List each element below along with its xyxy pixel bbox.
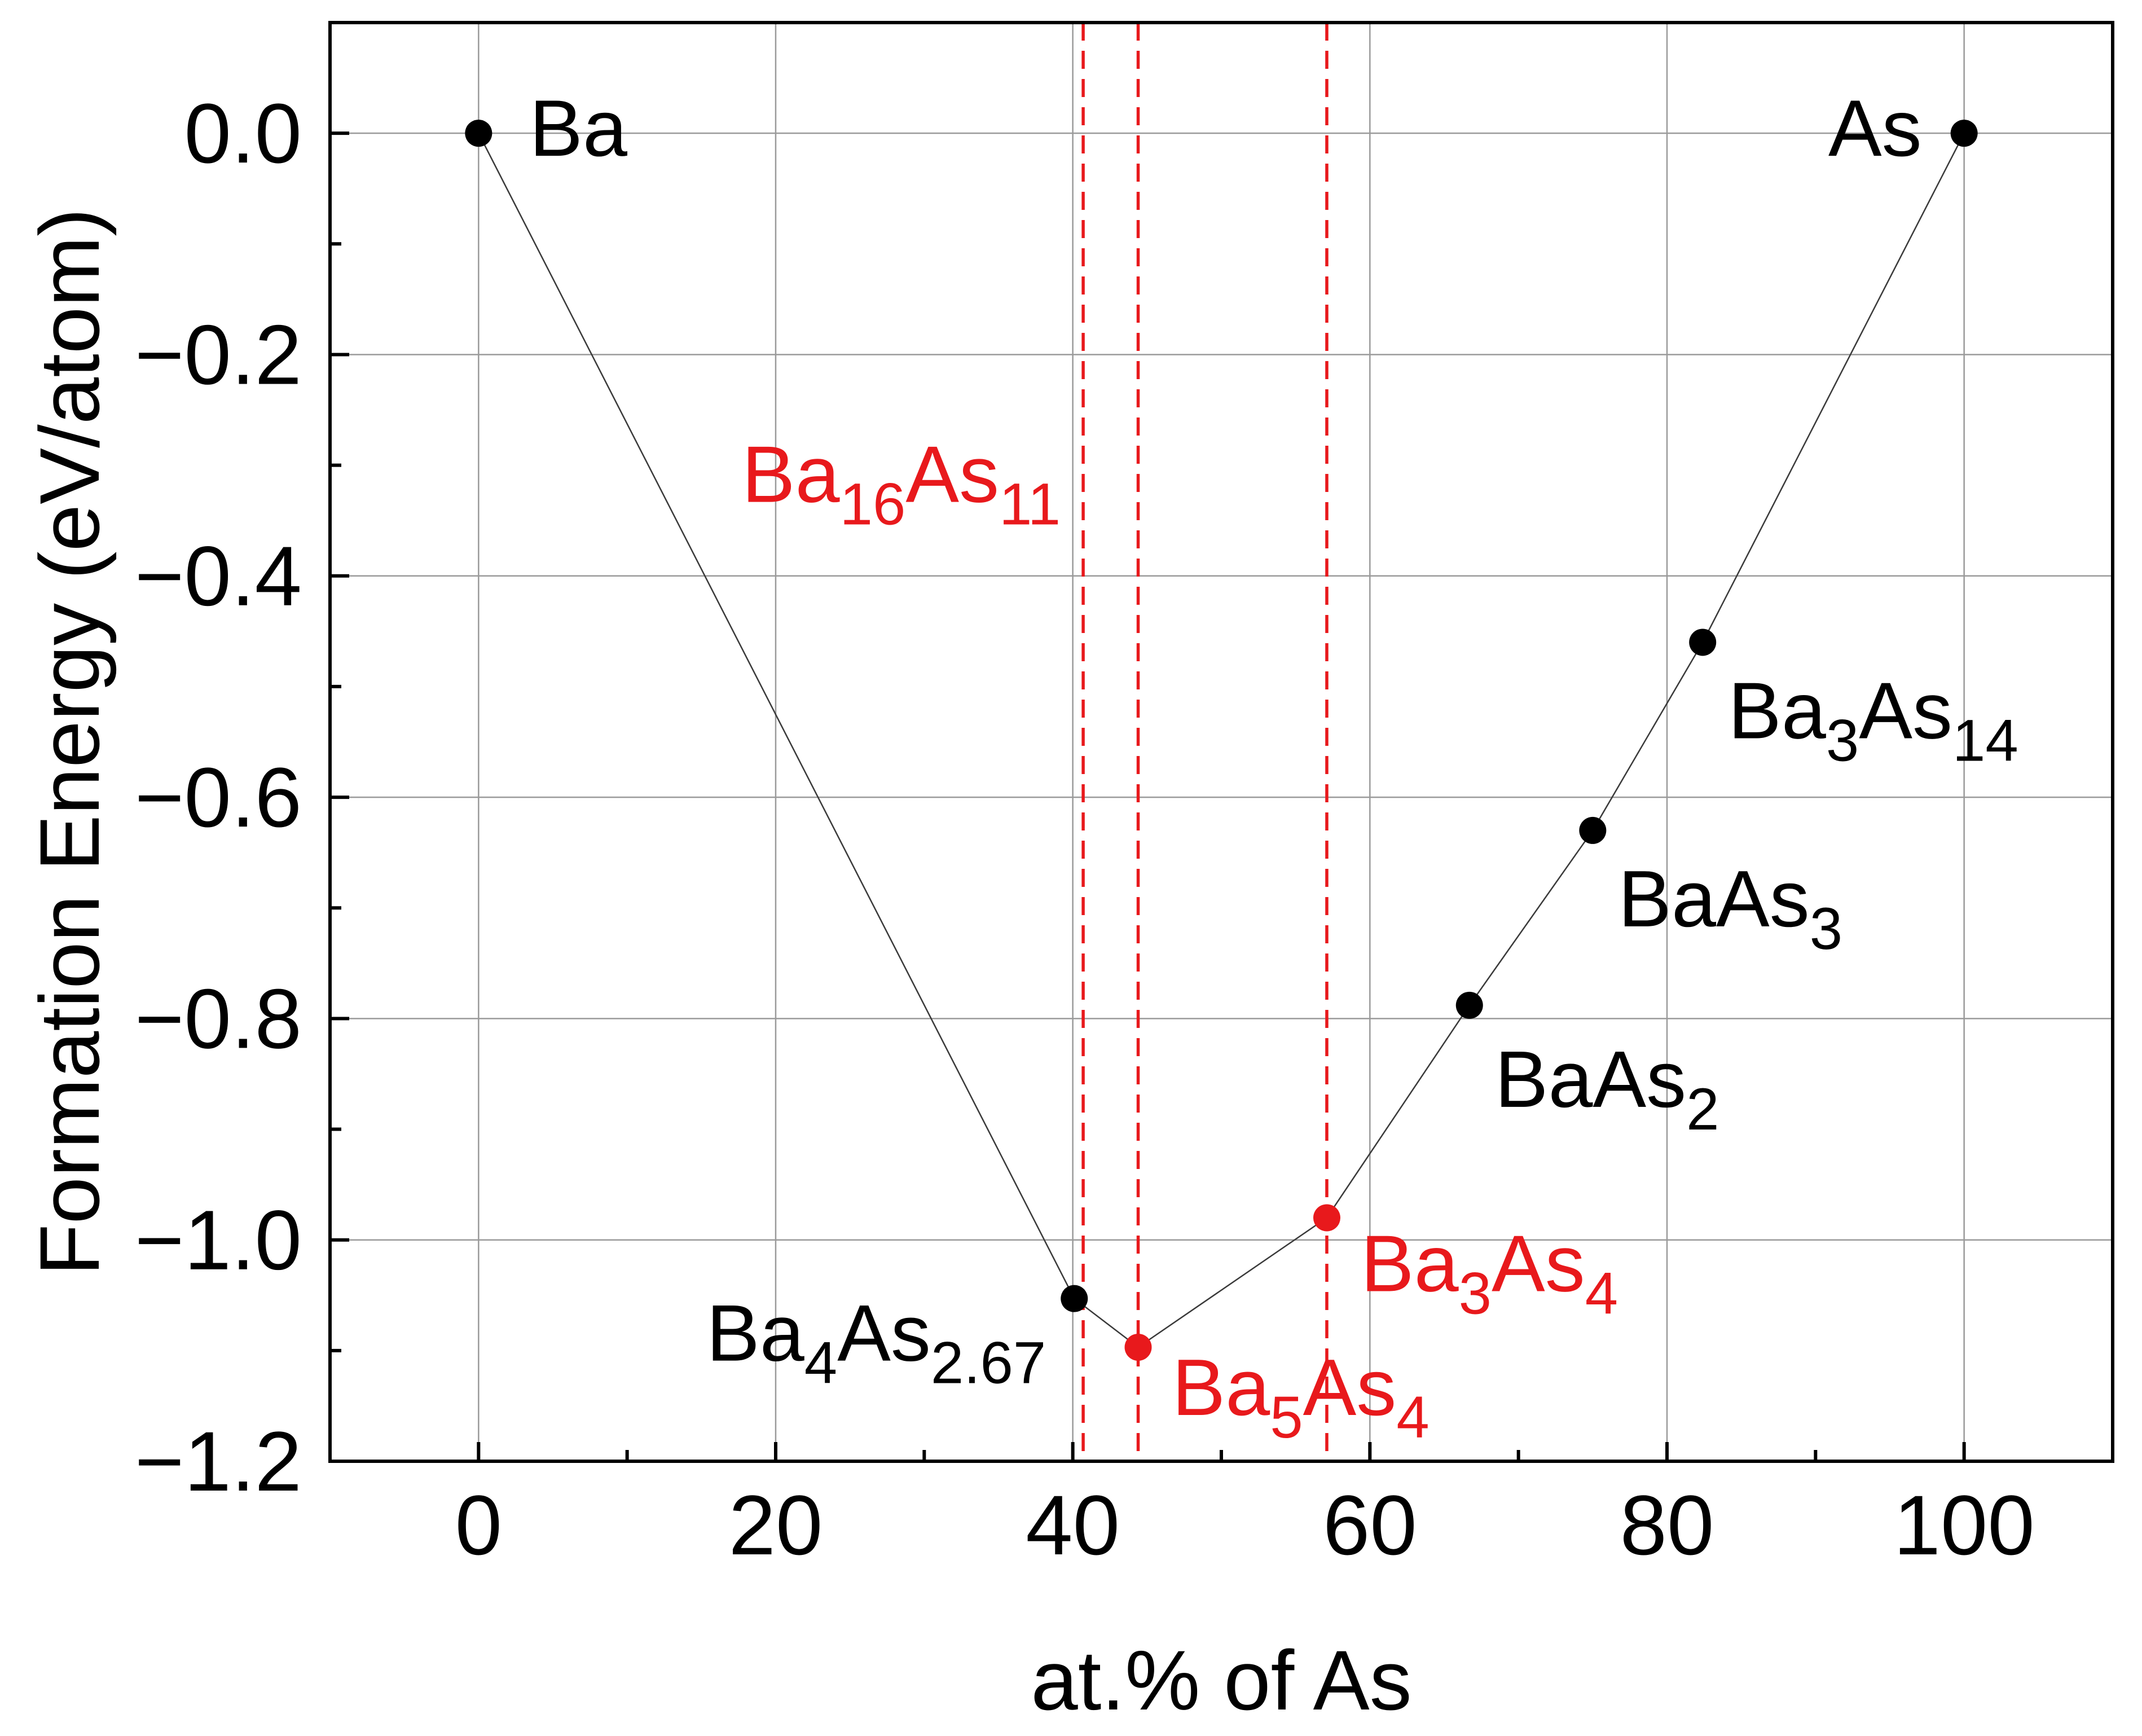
- x-tick-label: 0: [455, 1478, 502, 1572]
- formula-subscript: 16: [840, 472, 906, 538]
- point-label: Ba4As2.67: [706, 1289, 1046, 1396]
- formula-text: As: [1303, 1343, 1397, 1432]
- data-point: [1455, 991, 1483, 1019]
- data-point: [1689, 629, 1717, 656]
- y-tick-label: −1.0: [135, 1193, 302, 1287]
- y-tick-label: −1.2: [135, 1414, 302, 1509]
- point-label: Ba: [529, 83, 627, 173]
- point-label: Ba3As14: [1728, 666, 2018, 773]
- point-label: BaAs2: [1495, 1035, 1719, 1142]
- point-label: Ba5As4: [1172, 1343, 1430, 1451]
- formula-text: BaAs: [1618, 854, 1809, 944]
- data-point: [1124, 1333, 1152, 1361]
- y-tick-label: −0.6: [135, 750, 302, 845]
- x-tick-label: 60: [1323, 1478, 1417, 1572]
- formula-subscript: 5: [1270, 1385, 1303, 1451]
- formula-subscript: 3: [1459, 1260, 1492, 1326]
- y-tick-label: −0.2: [135, 307, 302, 402]
- x-tick-label: 100: [1894, 1478, 2035, 1572]
- formula-text: Ba: [529, 83, 627, 173]
- formula-text: As: [905, 430, 999, 520]
- data-point: [1061, 1285, 1088, 1312]
- y-axis-label: Formation Energy (eV/atom): [22, 208, 117, 1276]
- data-point: [1950, 120, 1978, 147]
- formula-text: Ba: [1728, 666, 1826, 755]
- formula-text: As: [1492, 1219, 1585, 1308]
- formula-text: BaAs: [1495, 1035, 1686, 1124]
- data-point: [465, 120, 492, 147]
- y-tick-label: 0.0: [184, 86, 302, 181]
- axis-ticks: [328, 21, 2114, 1463]
- x-tick-label: 20: [729, 1478, 823, 1572]
- y-tick-label: −0.4: [135, 529, 302, 623]
- formula-subscript: 11: [999, 472, 1061, 538]
- formula-text: Ba: [742, 430, 840, 520]
- x-axis-label: at.% of As: [1031, 1633, 1411, 1728]
- point-label: As: [1828, 83, 1922, 173]
- data-point: [1579, 816, 1607, 844]
- formula-subscript: 4: [804, 1330, 837, 1396]
- formula-subscript: 4: [1396, 1385, 1429, 1451]
- data-points: [465, 120, 1978, 1361]
- tick-labels: 0 20 40 60 80 100 0.0 −0.2 −0.4 −0.6 −0.8 −1.0 −1.2: [135, 86, 2035, 1572]
- x-tick-label: 40: [1026, 1478, 1120, 1572]
- y-tick-label: −0.8: [135, 971, 302, 1066]
- formula-subscript: 2: [1686, 1076, 1719, 1142]
- formula-subscript: 3: [1826, 707, 1859, 773]
- formula-text: Ba: [1361, 1219, 1459, 1308]
- data-point: [1313, 1204, 1340, 1232]
- formula-text: As: [1828, 83, 1922, 173]
- point-label: Ba3As4: [1361, 1219, 1618, 1326]
- formula-subscript: 3: [1810, 896, 1842, 962]
- formula-text: Ba: [706, 1289, 804, 1378]
- formula-subscript: 2.67: [931, 1330, 1046, 1396]
- point-label: BaAs3: [1618, 854, 1842, 962]
- vertical-line-label: Ba16As11: [742, 430, 1061, 538]
- formula-text: As: [837, 1289, 931, 1378]
- formula-subscript: 14: [1952, 707, 2018, 773]
- formula-text: As: [1859, 666, 1952, 755]
- formula-text: Ba: [1172, 1343, 1270, 1432]
- x-tick-label: 80: [1620, 1478, 1714, 1572]
- formula-subscript: 4: [1585, 1260, 1618, 1326]
